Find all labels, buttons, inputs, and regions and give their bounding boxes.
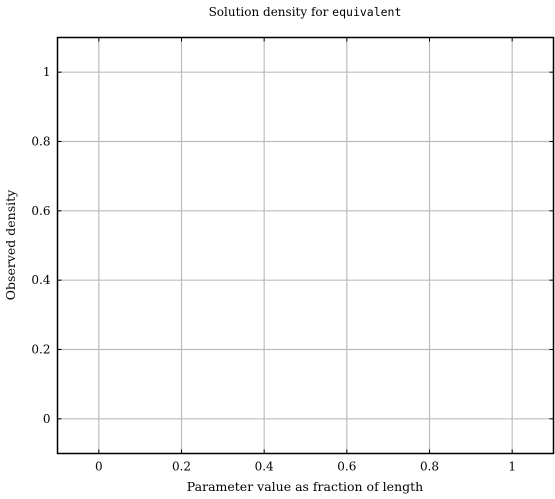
grid <box>57 37 554 454</box>
x-tick-label: 1 <box>508 460 516 474</box>
y-tick-label: 0.8 <box>31 135 50 149</box>
y-tick-label: 0.2 <box>31 343 50 357</box>
chart-title: Solution density for equivalent <box>209 5 402 19</box>
x-tick-label: 0 <box>95 460 103 474</box>
y-tick-labels: 0 0.2 0.4 0.6 0.8 1 <box>31 65 50 426</box>
x-tick-labels: 0 0.2 0.4 0.6 0.8 1 <box>95 460 516 474</box>
chart-title-code: equivalent <box>332 5 401 19</box>
x-tick-label: 0.8 <box>420 460 439 474</box>
x-tick-label: 0.4 <box>255 460 274 474</box>
chart-title-text: Solution density for <box>209 5 333 19</box>
x-axis-title: Parameter value as fraction of length <box>187 479 423 494</box>
plot-frame <box>56 36 555 455</box>
y-tick-label: 0.4 <box>31 273 50 287</box>
x-tick-label: 0.2 <box>172 460 191 474</box>
x-tick-label: 0.6 <box>337 460 356 474</box>
y-tick-label: 1 <box>43 65 51 79</box>
y-tick-label: 0.6 <box>31 204 50 218</box>
y-tick-label: 0 <box>43 412 51 426</box>
ticks <box>57 37 554 454</box>
y-axis-title: Observed density <box>3 189 18 300</box>
